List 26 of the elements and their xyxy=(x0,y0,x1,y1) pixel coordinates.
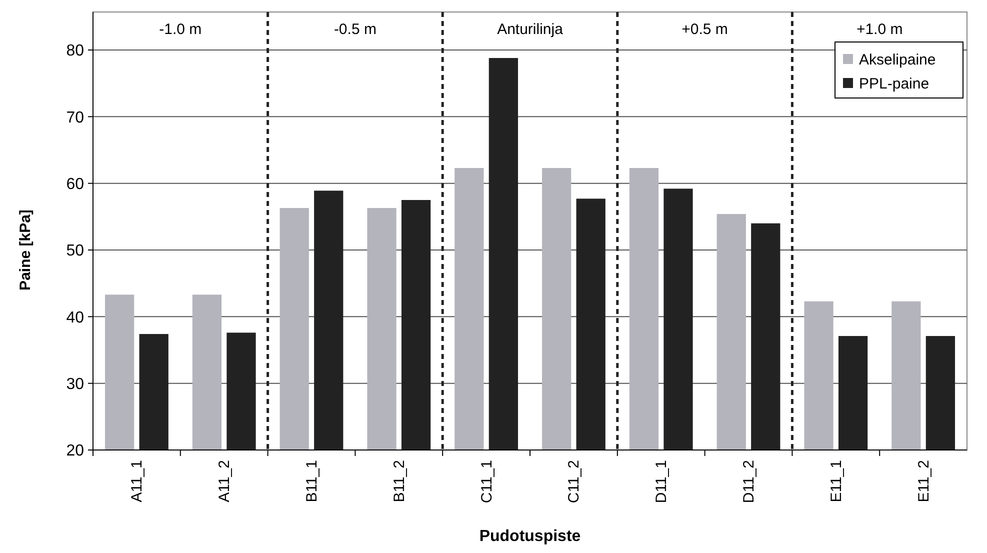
y-tick-label: 20 xyxy=(66,442,84,460)
y-axis-title: Paine [kPa] xyxy=(17,210,34,290)
y-tick-label: 30 xyxy=(66,376,84,393)
legend-label: PPL-paine xyxy=(859,75,930,92)
text: Anturilinja xyxy=(497,21,564,38)
x-tick-label: A11_1 xyxy=(128,460,146,502)
y-tick-label: 70 xyxy=(66,109,84,126)
text: -0.5 m xyxy=(334,21,376,38)
y-tick-label: 60 xyxy=(66,176,84,193)
text: +1.0 m xyxy=(856,21,903,38)
x-tick-label: D11_1 xyxy=(653,460,670,504)
x-tick-label: E11_2 xyxy=(915,460,932,502)
x-tick-label: A11_2 xyxy=(216,460,234,502)
text: +0.5 m xyxy=(682,21,728,38)
x-tick-label: B11_1 xyxy=(304,460,320,502)
text: -1.0 m xyxy=(159,21,202,38)
y-tick-label: 80 xyxy=(66,42,84,60)
x-axis-title: Pudotuspiste xyxy=(479,528,581,545)
y-tick-label: 50 xyxy=(66,242,84,260)
x-tick-label: B11_2 xyxy=(390,460,408,502)
x-tick-label: D11_2 xyxy=(740,460,758,504)
x-tick-label: C11_1 xyxy=(478,460,496,504)
y-tick-label: 40 xyxy=(66,309,84,326)
x-tick-label: E11_1 xyxy=(828,460,845,502)
x-tick-label: C11_2 xyxy=(566,460,583,504)
legend-label: Akselipaine xyxy=(859,51,936,68)
